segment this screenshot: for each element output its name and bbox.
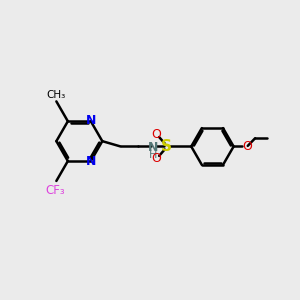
Text: O: O bbox=[243, 140, 253, 153]
Text: S: S bbox=[161, 139, 172, 154]
Text: H: H bbox=[148, 150, 157, 160]
Text: O: O bbox=[151, 128, 161, 141]
Text: O: O bbox=[151, 152, 161, 165]
Text: N: N bbox=[86, 155, 96, 168]
Text: N: N bbox=[86, 115, 96, 128]
Text: N: N bbox=[148, 141, 158, 154]
Text: CF₃: CF₃ bbox=[45, 184, 65, 197]
Text: CH₃: CH₃ bbox=[47, 90, 66, 100]
